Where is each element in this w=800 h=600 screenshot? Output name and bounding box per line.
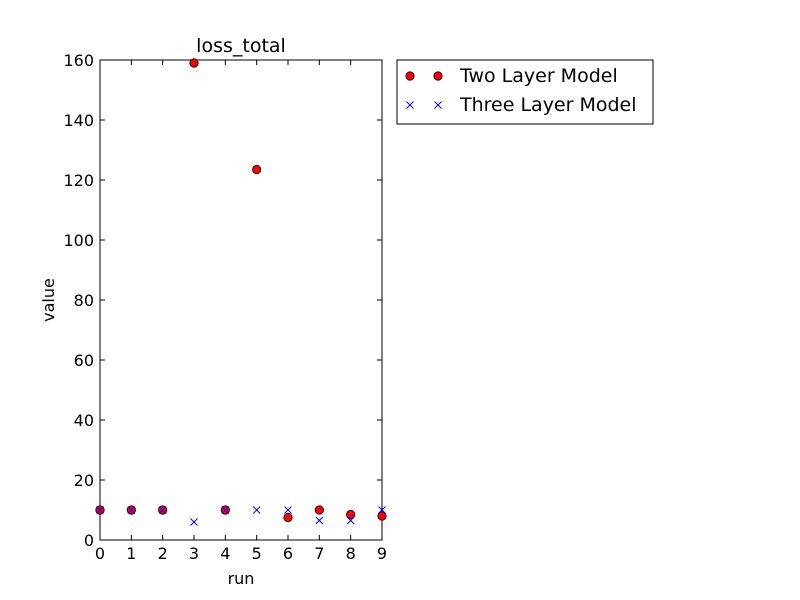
two-layer-point [189,58,199,68]
two-layer-point [314,505,324,515]
x-tick-label: 0 [95,544,105,563]
legend-entries: Two Layer Model Three Layer Model [405,65,637,116]
three-layer-point [315,516,324,525]
x-axis-label: run [228,569,255,588]
three-layer-point [378,506,386,514]
y-tick-label: 80 [74,291,94,310]
x-tick-label: 6 [283,544,293,563]
three-layer-point [158,506,167,514]
two-layer-point [346,509,356,520]
legend-two-layer-label: Two Layer Model [459,65,618,87]
y-tick-label: 40 [74,411,94,430]
three-layer-point [346,516,355,525]
legend-box [396,59,654,125]
three-layer-point [127,506,136,514]
x-tick-label: 2 [158,544,168,563]
three-layer-point [96,506,104,514]
two-layer-point [283,512,293,523]
x-tick-label: 8 [346,544,356,563]
x-tick-label: 3 [189,544,199,563]
legend-three-layer-label: Three Layer Model [459,94,637,116]
two-layer-point [377,511,387,521]
y-tick-label: 140 [63,111,94,130]
legend: Two Layer Model Three Layer Model [396,59,654,125]
y-axis-label: value [39,278,58,322]
x-tick-label: 7 [314,544,324,563]
chart-title: loss_total [196,35,286,57]
y-tick-label: 0 [84,531,94,550]
y-tick-label: 120 [63,171,94,190]
y-tick-label: 160 [63,51,94,70]
legend-three-layer-marker-right [434,101,442,109]
x-tick-label: 1 [126,544,136,563]
x-tick-label: 4 [220,544,230,563]
y-tick-label: 20 [74,471,94,490]
three-layer-point [221,506,230,514]
x-tick-label: 5 [252,544,262,563]
three-layer-point [252,506,261,514]
y-tick-label: 100 [63,231,94,250]
three-layer-point [190,518,198,526]
y-axis: 0 20 40 60 80 100 120 140 160 [63,51,382,550]
plot-area: 0 1 2 3 4 5 6 7 8 9 0 20 40 60 80 100 120 140 160 [63,51,387,563]
data-marks [95,58,387,526]
legend-three-layer-marker-left [406,101,414,109]
two-layer-point [252,164,262,175]
y-tick-label: 60 [74,351,94,370]
legend-two-layer-marker-right [433,71,443,81]
three-layer-point [284,506,292,514]
x-tick-label: 9 [377,544,387,563]
legend-two-layer-marker-left [405,71,415,81]
